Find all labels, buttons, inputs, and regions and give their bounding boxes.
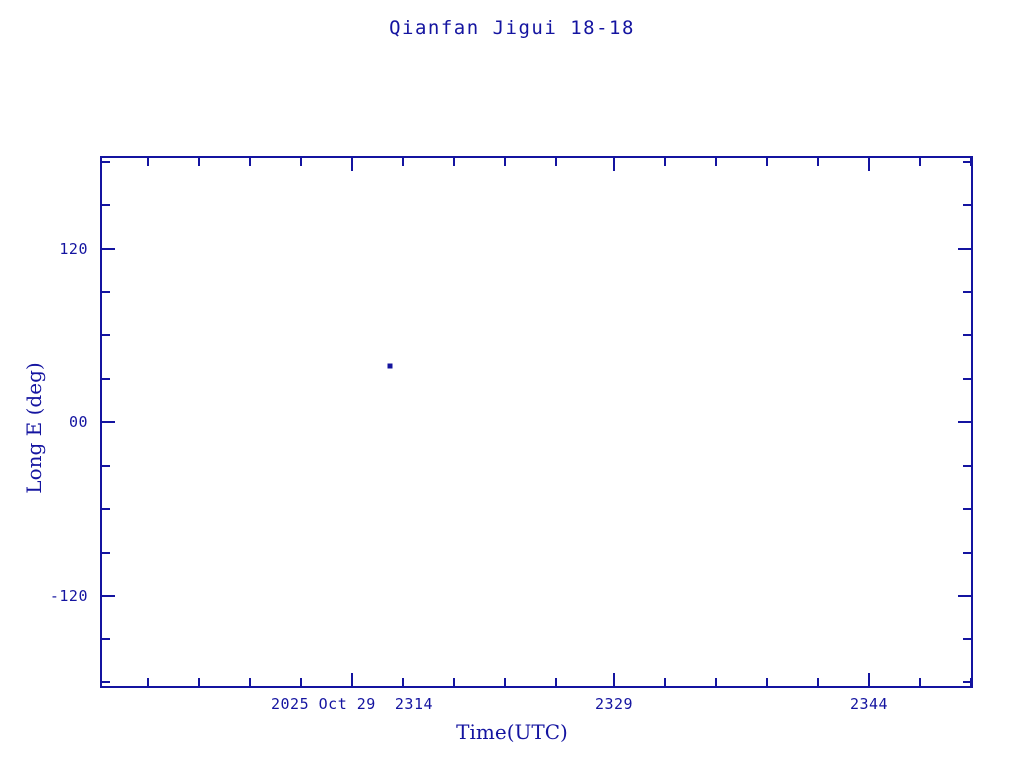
xtick-label-2344: 2344 — [849, 695, 889, 713]
y-axis-title: Long E (deg) — [22, 362, 46, 494]
chart-title: Qianfan Jigui 18-18 — [389, 17, 635, 39]
xtick-label-2329: 2329 — [594, 695, 634, 713]
plot-area — [100, 156, 973, 688]
ytick-label-neg120: -120 — [49, 587, 88, 605]
x-axis-title: Time(UTC) — [456, 720, 568, 744]
ytick-label-0: 00 — [68, 413, 88, 431]
ytick-label-120: 120 — [59, 240, 88, 258]
data-point — [387, 363, 393, 369]
xtick-label-2314: 2025 Oct 29 2314 — [270, 695, 434, 713]
